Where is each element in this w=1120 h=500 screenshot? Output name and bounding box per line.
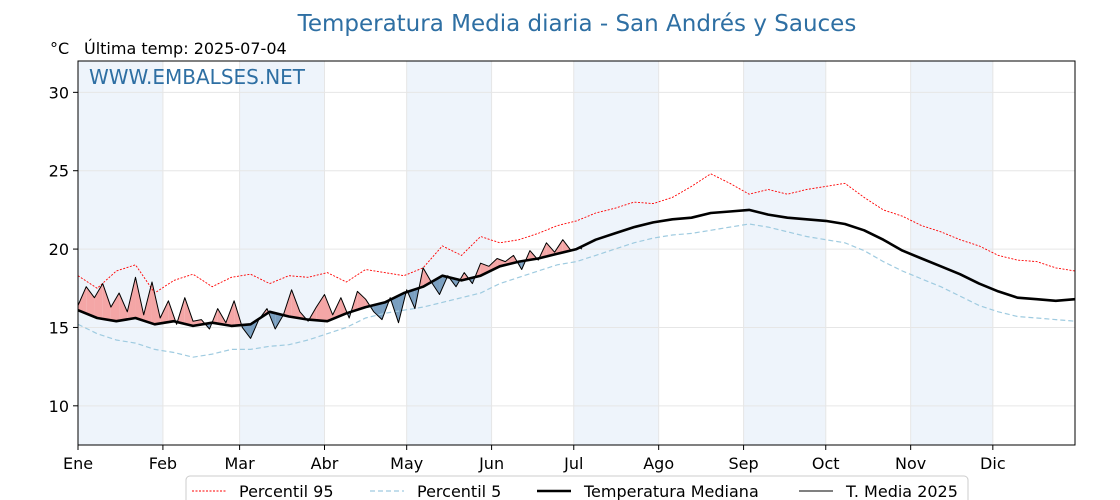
legend-label-p95: Percentil 95 [239,482,334,500]
unit-label: °C [50,39,69,58]
y-axis: 10 15 20 25 30 [49,83,78,416]
anomaly-fill-5 [119,292,128,321]
x-tick-label-sep: Sep [729,454,759,473]
y-tick-label-25: 25 [49,162,69,181]
anomaly-fill-34 [357,291,366,310]
x-axis: Ene Feb Mar Abr May Jun Jul Ago Sep Oct Nov Dic [63,445,1006,473]
anomaly-fill-57 [546,242,555,257]
x-tick-label-dic: Dic [980,454,1006,473]
x-tick-label-jun: Jun [478,454,504,473]
legend-box [185,475,969,500]
x-tick-label-ago: Ago [643,454,674,473]
month-band-1 [239,61,325,445]
series-temperatura-mediana [77,208,1076,328]
legend-label-median: Temperatura Mediana [583,482,759,500]
series-percentil-5 [77,223,1076,358]
month-band-3 [573,61,659,445]
x-tick-label-may: May [390,454,423,473]
y-tick-label-10: 10 [49,397,69,416]
x-tick-label-nov: Nov [895,454,926,473]
x-tick-label-oct: Oct [812,454,840,473]
month-bands [78,61,993,445]
series-percentil-95 [77,173,1076,294]
last-temp-label: Última temp: 2025-07-04 [84,39,287,58]
y-tick-label-15: 15 [49,318,69,337]
x-tick-label-ene: Ene [63,454,93,473]
anomaly-fill-30 [324,294,333,321]
series-t-media-2025 [77,239,583,339]
anomaly-fill-26 [291,289,300,319]
anomaly-fill-2 [94,283,103,319]
anomaly-fill-4 [110,292,120,321]
legend-label-current: T. Media 2025 [845,482,958,500]
x-tick-label-abr: Abr [311,454,339,473]
anomaly-fill-29 [316,294,325,321]
x-tick-label-mar: Mar [225,454,256,473]
watermark: WWW.EMBALSES.NET [89,65,306,89]
month-band-5 [910,61,993,445]
plot-frame [77,60,1076,446]
x-tick-label-feb: Feb [149,454,177,473]
anomaly-fill-1 [86,286,95,317]
chart-title: Temperatura Media diaria - San Andrés y … [297,11,857,37]
x-tick-label-jul: Jul [563,454,583,473]
legend-label-p5: Percentil 5 [417,482,501,500]
y-tick-label-20: 20 [49,240,69,259]
month-band-0 [78,61,163,445]
month-band-2 [406,61,492,445]
anomaly-fill-3 [102,283,111,321]
anomaly-fill-10 [160,300,169,324]
anomaly-fill-0 [78,286,87,314]
month-band-4 [743,61,826,445]
legend: Percentil 95 Percentil 5 Temperatura Med… [185,475,969,500]
y-tick-label-30: 30 [49,83,69,102]
series-lines [77,173,1076,358]
anomaly-fill-36 [373,303,383,320]
